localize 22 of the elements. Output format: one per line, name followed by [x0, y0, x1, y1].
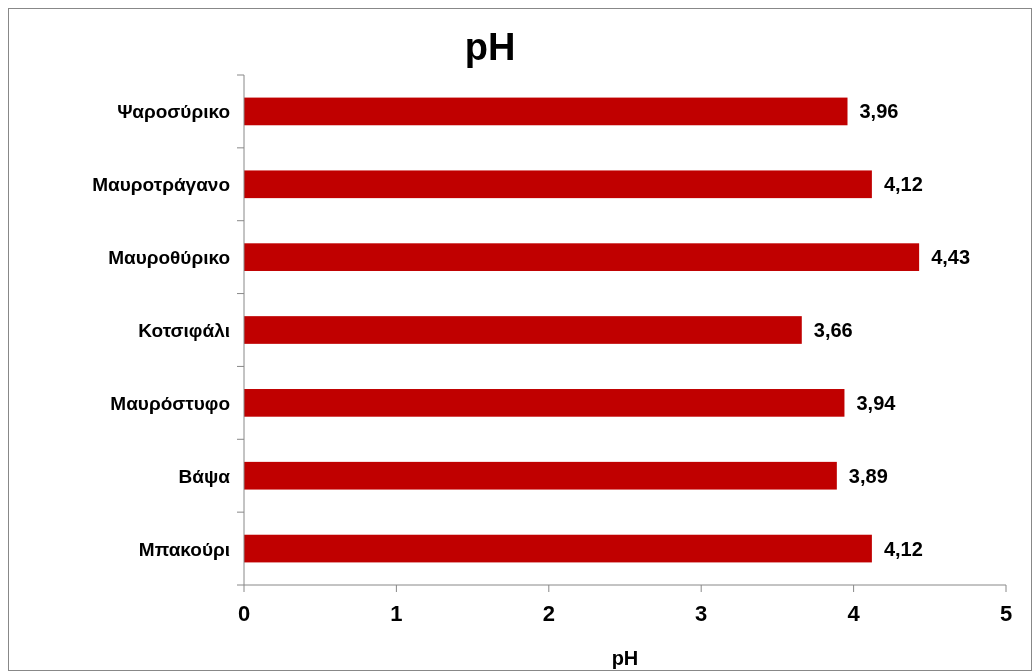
- data-label: 3,96: [859, 100, 899, 123]
- x-tick-label: 4: [847, 601, 861, 626]
- x-tick-label: 0: [237, 601, 251, 626]
- y-tick-label: Μαυροτράγανο: [92, 174, 230, 196]
- x-tick-label: 1: [390, 601, 403, 626]
- y-tick-label: Ψαροσύρικο: [117, 101, 230, 123]
- x-tick-label: 3: [695, 601, 708, 626]
- data-label: 4,43: [931, 246, 971, 269]
- data-label: 3,94: [856, 391, 897, 414]
- y-tick-label: Κοτσιφάλι: [138, 320, 230, 341]
- y-tick-label: Μπακούρι: [138, 538, 230, 560]
- data-label: 3,66: [813, 319, 853, 341]
- y-tick-label: Μαυροθύρικο: [108, 247, 230, 269]
- x-axis-title: pH: [611, 647, 639, 669]
- data-label: 4,12: [883, 173, 923, 196]
- chart-title: pH: [464, 26, 516, 68]
- y-tick-label: Βάψα: [178, 465, 231, 487]
- y-tick-label: Μαυρόστυφο: [110, 392, 230, 414]
- x-tick-label: 2: [542, 601, 555, 626]
- data-label: 3,89: [848, 464, 888, 487]
- data-label: 4,12: [883, 537, 923, 560]
- x-tick-label: 5: [999, 601, 1013, 626]
